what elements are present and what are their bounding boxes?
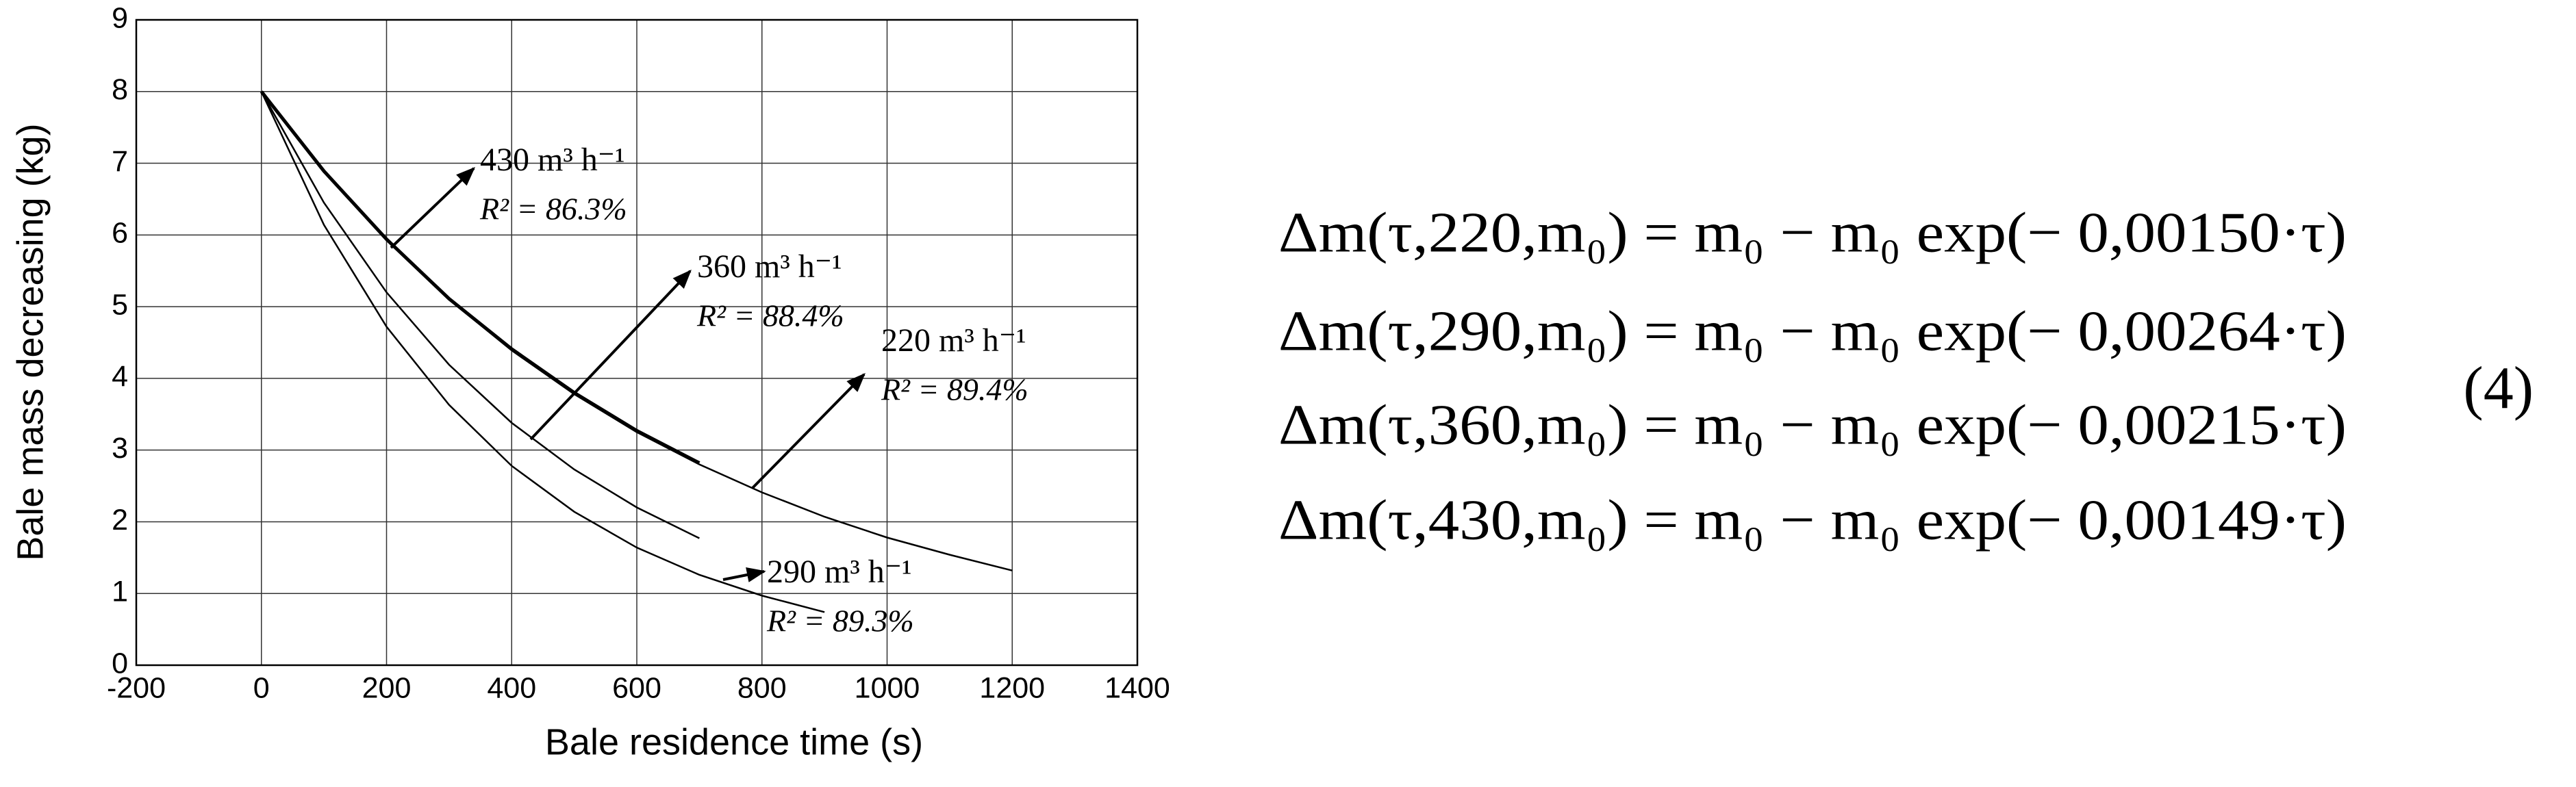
annotation-arrow (529, 269, 692, 441)
y-tick-label: 2 (112, 504, 128, 537)
equation-number: (4) (2463, 355, 2534, 422)
equation: Δm(τ,290,m₀) = m₀ − m₀ exp(− 0,00264·τ) (1278, 299, 2347, 363)
y-tick-label: 0 (112, 647, 128, 680)
annotation-arrow (722, 567, 766, 582)
x-tick-label: 600 (612, 671, 661, 704)
equation: Δm(τ,430,m₀) = m₀ − m₀ exp(− 0,00149·τ) (1278, 488, 2347, 552)
annotation-label: 290 m³ h⁻¹ (767, 554, 911, 590)
y-axis-title: Bale mass decreasing (kg) (10, 123, 51, 560)
annotation-label: 430 m³ h⁻¹ (480, 142, 624, 178)
series-line (260, 91, 825, 613)
annotation-r2: R² = 86.3% (479, 192, 627, 227)
annotation-arrow (751, 373, 866, 489)
x-tick-label: 1200 (979, 671, 1045, 704)
equation: Δm(τ,360,m₀) = m₀ − m₀ exp(− 0,00215·τ) (1278, 393, 2347, 456)
x-tick-label: 200 (362, 671, 412, 704)
annotation-label: 220 m³ h⁻¹ (881, 322, 1026, 359)
x-tick-label: 1400 (1104, 671, 1170, 704)
y-tick-label: 1 (112, 576, 128, 608)
series-line (260, 91, 700, 539)
x-tick-label: 1000 (855, 671, 920, 704)
y-tick-label: 6 (112, 217, 128, 250)
y-tick-label: 5 (112, 288, 128, 321)
equation: Δm(τ,220,m₀) = m₀ − m₀ exp(− 0,00150·τ) (1278, 201, 2347, 264)
annotation-r2: R² = 88.4% (696, 298, 844, 333)
x-tick-label: 0 (253, 671, 270, 704)
y-tick-label: 4 (112, 360, 128, 393)
y-tick-label: 7 (112, 145, 128, 178)
series-line (260, 91, 1013, 571)
annotation-arrow (390, 167, 476, 249)
annotation-r2: R² = 89.4% (881, 372, 1028, 407)
x-tick-label: 800 (737, 671, 787, 704)
annotation-label: 360 m³ h⁻¹ (697, 248, 842, 285)
annotation-r2: R² = 89.3% (766, 604, 914, 638)
y-tick-label: 9 (112, 1, 128, 34)
plot-frame (135, 18, 1139, 667)
x-axis-title: Bale residence time (s) (545, 721, 923, 762)
x-tick-label: 400 (487, 671, 536, 704)
x-tick-label: -200 (107, 671, 166, 704)
y-tick-label: 8 (112, 73, 128, 106)
y-tick-label: 3 (112, 432, 128, 465)
